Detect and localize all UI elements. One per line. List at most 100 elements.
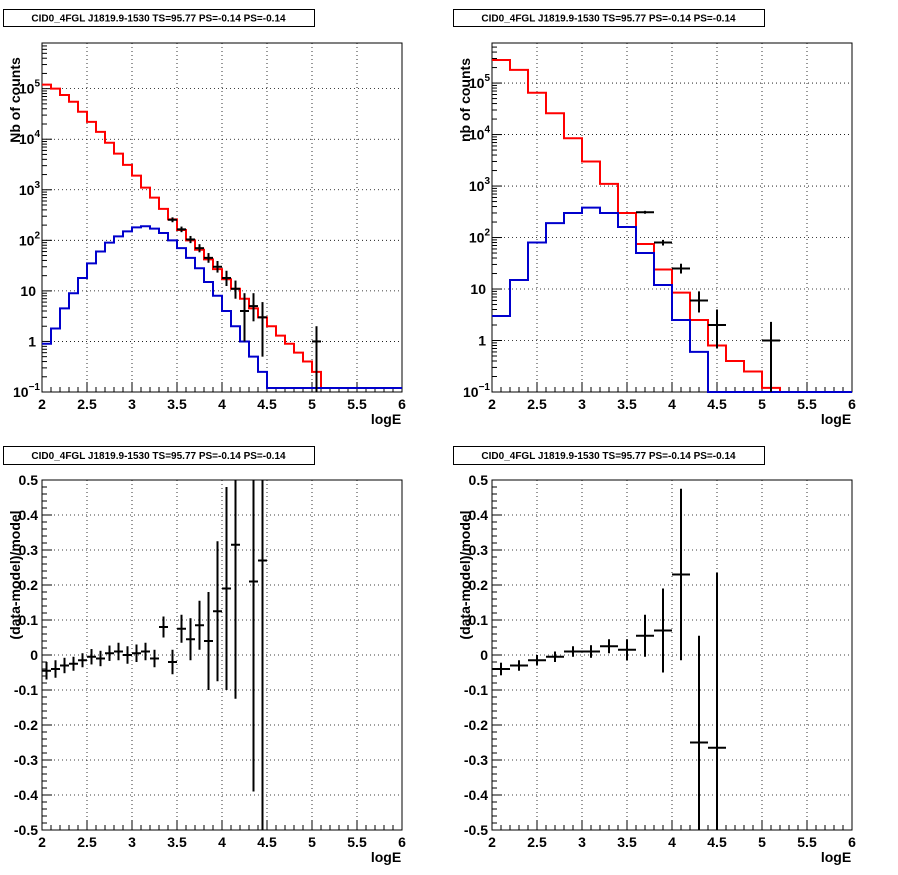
residual-point xyxy=(213,541,222,682)
y-tick-label: -0.1 xyxy=(464,682,488,698)
y-tick-base: 10 xyxy=(469,127,485,143)
x-axis-label: logE xyxy=(821,411,851,427)
y-tick-exponent: 5 xyxy=(34,79,40,90)
y-tick-label: 0 xyxy=(480,647,488,663)
source-model-line xyxy=(492,206,852,393)
data-point xyxy=(240,293,249,342)
x-tick-label: 2.5 xyxy=(77,834,97,850)
residual-point xyxy=(60,657,69,674)
x-tick-label: 4.5 xyxy=(257,834,277,850)
y-tick-label: -0.4 xyxy=(14,787,38,803)
panel-bottom-left: CID0_4FGL J1819.9-1530 TS=95.77 PS=-0.14… xyxy=(3,446,406,865)
y-tick-exponent: −1 xyxy=(479,382,491,393)
y-tick-label: 103 xyxy=(19,180,41,198)
residual-point xyxy=(258,480,267,830)
residual-point xyxy=(168,649,177,675)
y-tick-exponent: −1 xyxy=(29,382,41,393)
title-box xyxy=(3,9,315,27)
y-tick-label: 10−1 xyxy=(13,382,40,400)
y-tick-label: -0.5 xyxy=(464,822,488,838)
residual-point xyxy=(42,662,51,680)
y-tick-exponent: 3 xyxy=(484,176,490,187)
x-tick-label: 6 xyxy=(398,396,406,412)
grid xyxy=(492,480,852,830)
y-tick-label: 105 xyxy=(469,73,491,91)
data-point xyxy=(312,326,321,392)
residual-point xyxy=(105,645,114,661)
y-axis-label: Nb of counts xyxy=(7,57,23,143)
x-tick-label: 4 xyxy=(668,396,676,412)
data-point xyxy=(222,270,231,286)
data-point xyxy=(762,321,780,392)
y-tick-label: 0.5 xyxy=(19,472,39,488)
residual-point xyxy=(249,480,258,792)
y-tick-label: 1 xyxy=(28,333,36,349)
data-point xyxy=(177,226,186,233)
title-box xyxy=(453,446,765,465)
title-box xyxy=(453,9,765,27)
x-tick-label: 3.5 xyxy=(617,834,637,850)
y-tick-base: 10 xyxy=(469,75,485,91)
grid xyxy=(42,43,402,392)
y-tick-label: 0.3 xyxy=(19,542,39,558)
grid xyxy=(492,43,852,392)
x-tick-label: 2 xyxy=(488,396,496,412)
panel-top-right: CID0_4FGL J1819.9-1530 TS=95.77 PS=-0.14… xyxy=(453,9,856,427)
data-point xyxy=(708,309,726,349)
y-tick-exponent: 5 xyxy=(484,73,490,84)
residual-point xyxy=(150,649,159,668)
y-tick-exponent: 2 xyxy=(484,228,490,239)
x-tick-label: 2 xyxy=(38,834,46,850)
x-tick-label: 3.5 xyxy=(617,396,637,412)
y-tick-label: 0.4 xyxy=(19,507,39,523)
data-point xyxy=(690,291,708,313)
residual-point xyxy=(78,653,87,668)
residual-point xyxy=(141,642,150,661)
y-tick-label: -0.3 xyxy=(464,752,488,768)
residual-point xyxy=(564,646,582,657)
x-tick-label: 2.5 xyxy=(527,396,547,412)
y-tick-exponent: 2 xyxy=(34,230,40,241)
x-tick-label: 4 xyxy=(218,396,226,412)
x-tick-label: 4.5 xyxy=(707,834,727,850)
data-point xyxy=(672,263,690,274)
y-tick-label: -0.5 xyxy=(14,822,38,838)
y-tick-label: 0.2 xyxy=(469,577,489,593)
chart-title: CID0_4FGL J1819.9-1530 TS=95.77 PS=-0.14… xyxy=(31,14,286,25)
y-tick-label: 0.5 xyxy=(469,472,489,488)
y-axis-label: (data-model)/model xyxy=(7,510,23,639)
y-tick-label: 104 xyxy=(469,125,491,143)
y-axis-label: (data-model)/model xyxy=(457,510,473,639)
total-model-line xyxy=(42,83,402,389)
y-tick-label: 102 xyxy=(19,230,41,248)
x-tick-label: 3 xyxy=(578,834,586,850)
residual-point xyxy=(177,614,186,643)
y-tick-base: 10 xyxy=(13,384,29,400)
y-tick-base: 10 xyxy=(469,178,485,194)
x-tick-label: 5.5 xyxy=(347,834,367,850)
residual-point xyxy=(195,600,204,650)
y-tick-label: 0.3 xyxy=(469,542,489,558)
y-tick-exponent: 4 xyxy=(34,129,40,140)
x-tick-label: 3 xyxy=(128,396,136,412)
x-tick-label: 4.5 xyxy=(257,396,277,412)
y-tick-label: 0.1 xyxy=(469,612,489,628)
y-tick-label: 10 xyxy=(20,283,36,299)
residual-point xyxy=(96,650,105,667)
y-tick-base: 10 xyxy=(19,182,35,198)
data-point xyxy=(258,302,267,357)
residual-point xyxy=(672,488,690,661)
residual-point xyxy=(582,645,600,658)
x-tick-label: 3.5 xyxy=(167,834,187,850)
data-point xyxy=(195,244,204,253)
data-point xyxy=(204,253,213,263)
data-point xyxy=(168,217,177,223)
residual-point xyxy=(69,656,78,671)
y-tick-label: 0.4 xyxy=(469,507,489,523)
residual-point xyxy=(186,618,195,661)
residual-point xyxy=(492,662,510,676)
x-tick-label: 6 xyxy=(848,834,856,850)
residual-point xyxy=(528,655,546,666)
residual-point xyxy=(546,651,564,662)
